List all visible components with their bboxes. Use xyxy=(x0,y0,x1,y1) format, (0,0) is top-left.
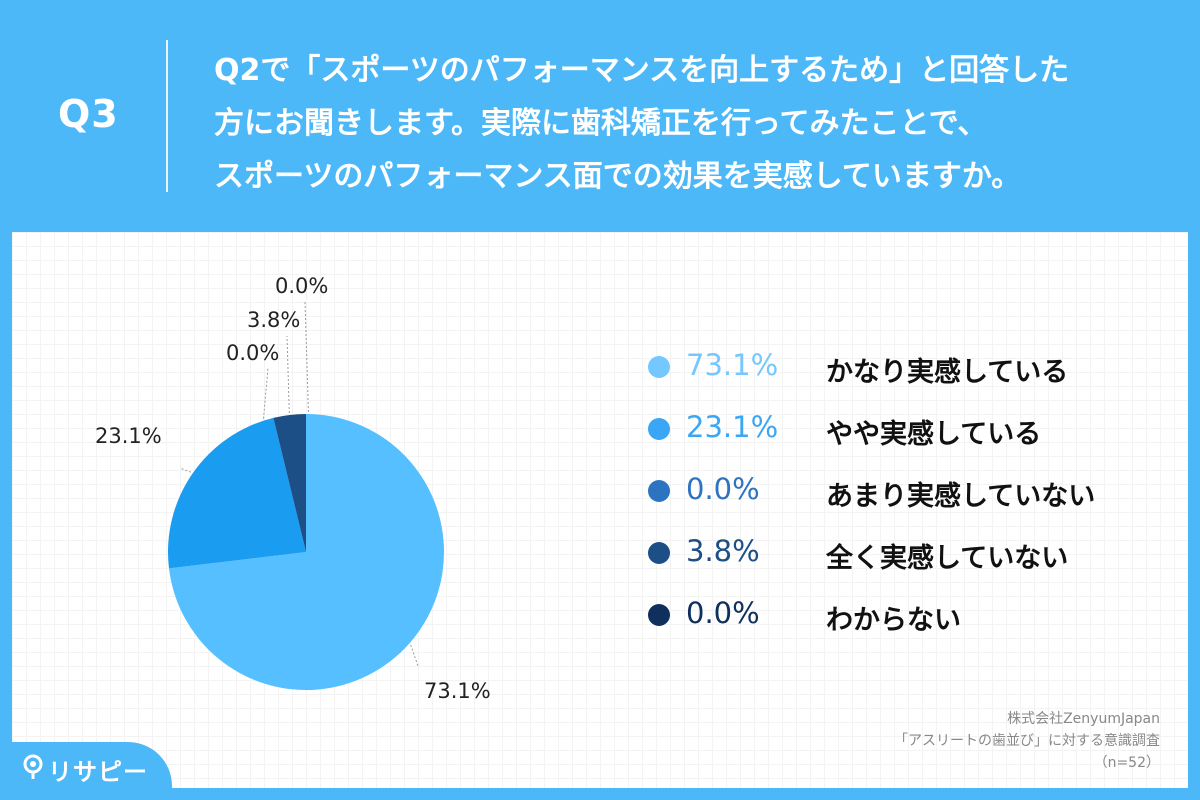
pie-leader-lines xyxy=(179,301,419,667)
legend-item: 23.1% やや実感している xyxy=(648,402,1168,464)
chart-card xyxy=(12,232,1188,788)
slice-label-kanari: 73.1% xyxy=(424,679,491,703)
source-survey: 「アスリートの歯並び」に対する意識調査 xyxy=(894,733,1160,749)
legend-dot xyxy=(648,480,670,502)
legend-label: かなり実感している xyxy=(826,357,1069,388)
legend-dot xyxy=(648,542,670,564)
question-line-2: 方にお聞きします。実際に歯科矯正を行ってみたことで、 xyxy=(214,106,988,141)
source-note: 株式会社ZenyumJapan 「アスリートの歯並び」に対する意識調査 （n=5… xyxy=(894,708,1160,774)
pin-icon xyxy=(23,754,43,779)
pie-slice xyxy=(168,417,306,569)
legend-dot xyxy=(648,356,670,378)
pie-slice xyxy=(168,414,445,690)
legend-percent: 0.0% xyxy=(686,596,760,630)
pie-slice xyxy=(273,414,306,552)
leader-line xyxy=(262,367,269,419)
pie-chart: 73.1% 23.1% 0.0% 3.8% 0.0% xyxy=(95,274,491,703)
legend-item: 0.0% わからない xyxy=(648,588,1168,650)
chart-legend: 73.1% かなり実感している 23.1% やや実感している 0.0% あまり実… xyxy=(648,340,1168,650)
slice-label-wakaranai: 0.0% xyxy=(275,274,328,298)
legend-dot xyxy=(648,418,670,440)
source-company: 株式会社ZenyumJapan xyxy=(1007,711,1160,727)
legend-label: やや実感している xyxy=(826,419,1042,450)
leader-line xyxy=(179,467,192,473)
question-text: Q2で「スポーツのパフォーマンスを向上するため」と回答した 方にお聞きします。実… xyxy=(214,44,1174,203)
slice-label-amari: 0.0% xyxy=(226,341,279,365)
legend-percent: 3.8% xyxy=(686,534,760,568)
leader-line xyxy=(410,644,419,667)
legend-dot xyxy=(648,604,670,626)
header-banner: Q3 Q2で「スポーツのパフォーマンスを向上するため」と回答した 方にお聞きしま… xyxy=(0,0,1200,232)
leader-line xyxy=(286,335,290,414)
brand-name: リサピー xyxy=(48,758,148,786)
question-line-1: Q2で「スポーツのパフォーマンスを向上するため」と回答した xyxy=(214,53,1070,88)
legend-label: あまり実感していない xyxy=(826,481,1096,512)
question-number: Q3 xyxy=(58,92,119,136)
header-divider xyxy=(166,40,168,192)
legend-percent: 73.1% xyxy=(686,348,779,382)
question-line-3: スポーツのパフォーマンス面での効果を実感していますか。 xyxy=(214,159,1022,194)
legend-item: 73.1% かなり実感している xyxy=(648,340,1168,402)
legend-percent: 0.0% xyxy=(686,472,760,506)
source-sample: （n=52） xyxy=(1093,755,1160,771)
legend-percent: 23.1% xyxy=(686,410,779,444)
slice-label-yaya: 23.1% xyxy=(95,424,162,448)
legend-item: 0.0% あまり実感していない xyxy=(648,464,1168,526)
slice-label-mattaku: 3.8% xyxy=(247,308,300,332)
leader-line xyxy=(304,301,309,413)
legend-label: わからない xyxy=(826,605,961,636)
pie-slices xyxy=(168,414,445,690)
legend-item: 3.8% 全く実感していない xyxy=(648,526,1168,588)
pie-data-labels: 73.1% 23.1% 0.0% 3.8% 0.0% xyxy=(95,274,491,703)
legend-label: 全く実感していない xyxy=(826,543,1069,574)
